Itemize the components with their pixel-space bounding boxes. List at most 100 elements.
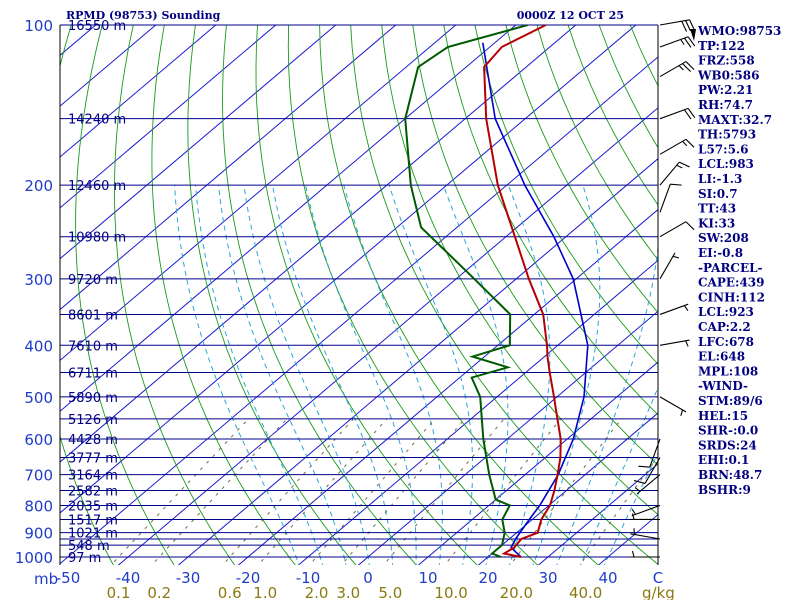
stability-index: KI:33	[698, 216, 735, 230]
temperature-tick-label: 10	[418, 569, 437, 587]
stability-index: L57:5.6	[698, 142, 748, 156]
stability-index: -PARCEL-	[698, 261, 763, 275]
pressure-tick-label: 100	[24, 17, 53, 35]
isotherm-line	[237, 208, 658, 565]
stability-index: EL:648	[698, 350, 745, 364]
mixing-ratio-tick-label: 2.0	[305, 584, 329, 600]
moist-adiabat-line	[532, 184, 601, 565]
stability-index: PW:2.21	[698, 83, 753, 97]
stability-index: LCL:923	[698, 305, 754, 319]
stability-index: -WIND-	[698, 379, 748, 393]
height-label: 1021 m	[68, 527, 118, 542]
stability-index: SI:0.7	[698, 187, 738, 201]
stability-index: EI:-0.8	[698, 246, 743, 260]
wind-barb	[630, 528, 661, 540]
stability-index: SRDS:24	[698, 438, 757, 452]
height-label: 1517 m	[68, 513, 118, 528]
isotherm-line	[60, 25, 517, 412]
temperature-tick-label: C	[653, 569, 663, 587]
temperature-tick-labels: -50 -40 -30 -20 -10 0 10 20 30 40 C	[56, 569, 663, 587]
dry-adiabat-line	[222, 25, 418, 565]
pressure-tick-label: 400	[24, 337, 53, 355]
stability-index: MAXT:32.7	[698, 113, 772, 127]
wind-barb	[659, 36, 696, 48]
stability-index: CAPE:439	[698, 276, 765, 290]
wind-barbs	[630, 19, 696, 558]
pressure-tick-label: 300	[24, 271, 53, 289]
mixing-ratio-tick-label: 0.6	[218, 584, 242, 600]
stability-index: SHR-:0.0	[698, 424, 758, 438]
height-label: 2035 m	[68, 499, 118, 514]
dry-adiabat-line	[287, 25, 539, 565]
stability-index: FRZ:558	[698, 54, 755, 68]
dry-adiabat-line	[319, 25, 599, 565]
chart-datetime: 0000Z 12 OCT 25	[517, 9, 624, 22]
dry-adiabat-line	[60, 25, 114, 565]
mixing-ratio-tick-label: 0.1	[107, 584, 131, 600]
wind-barb	[631, 504, 661, 517]
stability-index: HEL:15	[698, 409, 748, 423]
isotherm-line	[537, 463, 658, 565]
dry-adiabat-line	[505, 25, 658, 314]
stability-index: TH:5793	[698, 128, 756, 142]
stability-index: LFC:678	[698, 335, 754, 349]
height-label: 7610 m	[68, 339, 118, 354]
height-label: 16550 m	[68, 19, 126, 34]
mixing-ratio-tick-label: 0.2	[147, 584, 171, 600]
stability-index: LI:-1.3	[698, 172, 742, 186]
temperature-tick-label: -40	[116, 569, 141, 587]
moist-adiabat-line	[579, 386, 658, 565]
height-label: 6711 m	[68, 367, 118, 382]
chart-title: RPMD (98753) Sounding	[66, 9, 221, 22]
isotherm-line	[357, 310, 658, 565]
wind-flag	[690, 29, 696, 41]
isotherm-line	[60, 56, 658, 565]
pressure-tick-label: 1000	[15, 549, 53, 567]
dry-adiabat-line	[536, 25, 658, 261]
wind-barb	[659, 183, 682, 213]
wind-barb	[634, 474, 661, 495]
isotherm-line	[60, 25, 637, 514]
stability-indices-panel: WMO:98753TP:122FRZ:558WB0:586PW:2.21RH:7…	[697, 24, 781, 497]
stability-index: STM:89/6	[698, 394, 763, 408]
dry-adiabat-line	[474, 25, 658, 365]
pressure-tick-label: 800	[24, 497, 53, 515]
moist-adiabat-line	[388, 184, 474, 565]
moist-adiabat-line	[195, 185, 324, 565]
wind-barb	[659, 303, 689, 315]
isobar-lines	[59, 24, 659, 565]
wind-barb	[630, 550, 660, 558]
dry-adiabat-line	[255, 25, 478, 565]
dry-adiabat-line	[187, 25, 357, 565]
temperature-line	[483, 25, 562, 558]
dry-adiabat-line	[75, 25, 175, 565]
pressure-tick-label: 500	[24, 389, 53, 407]
stability-index: WMO:98753	[697, 24, 781, 38]
height-label: 5890 m	[68, 391, 118, 406]
height-label: 4428 m	[68, 433, 118, 448]
wind-barb	[659, 221, 695, 238]
moist-adiabat-line	[305, 184, 417, 565]
stability-index: SW:208	[698, 231, 749, 245]
stability-index: CAP:2.2	[698, 320, 751, 334]
wind-barb	[638, 438, 661, 468]
dry-adiabat-line	[412, 25, 658, 466]
wind-barb	[659, 19, 695, 32]
moist-adiabat-line	[603, 451, 658, 565]
wind-barb	[630, 513, 660, 521]
wind-barb	[659, 161, 690, 186]
moist-adiabat-line	[507, 184, 551, 565]
height-label: 14240 m	[68, 113, 126, 128]
wind-barb	[659, 107, 696, 120]
temperature-tick-label: -30	[176, 569, 201, 587]
pressure-tick-label: 200	[24, 177, 53, 195]
isotherm-lines	[60, 25, 658, 565]
moist-adiabat-line	[556, 242, 658, 565]
dry-adiabat-line	[151, 25, 296, 565]
wind-barb	[659, 396, 687, 416]
stability-index: MPL:108	[698, 364, 758, 378]
temperature-tick-label: 20	[478, 569, 497, 587]
pressure-tick-label: 900	[24, 525, 53, 543]
